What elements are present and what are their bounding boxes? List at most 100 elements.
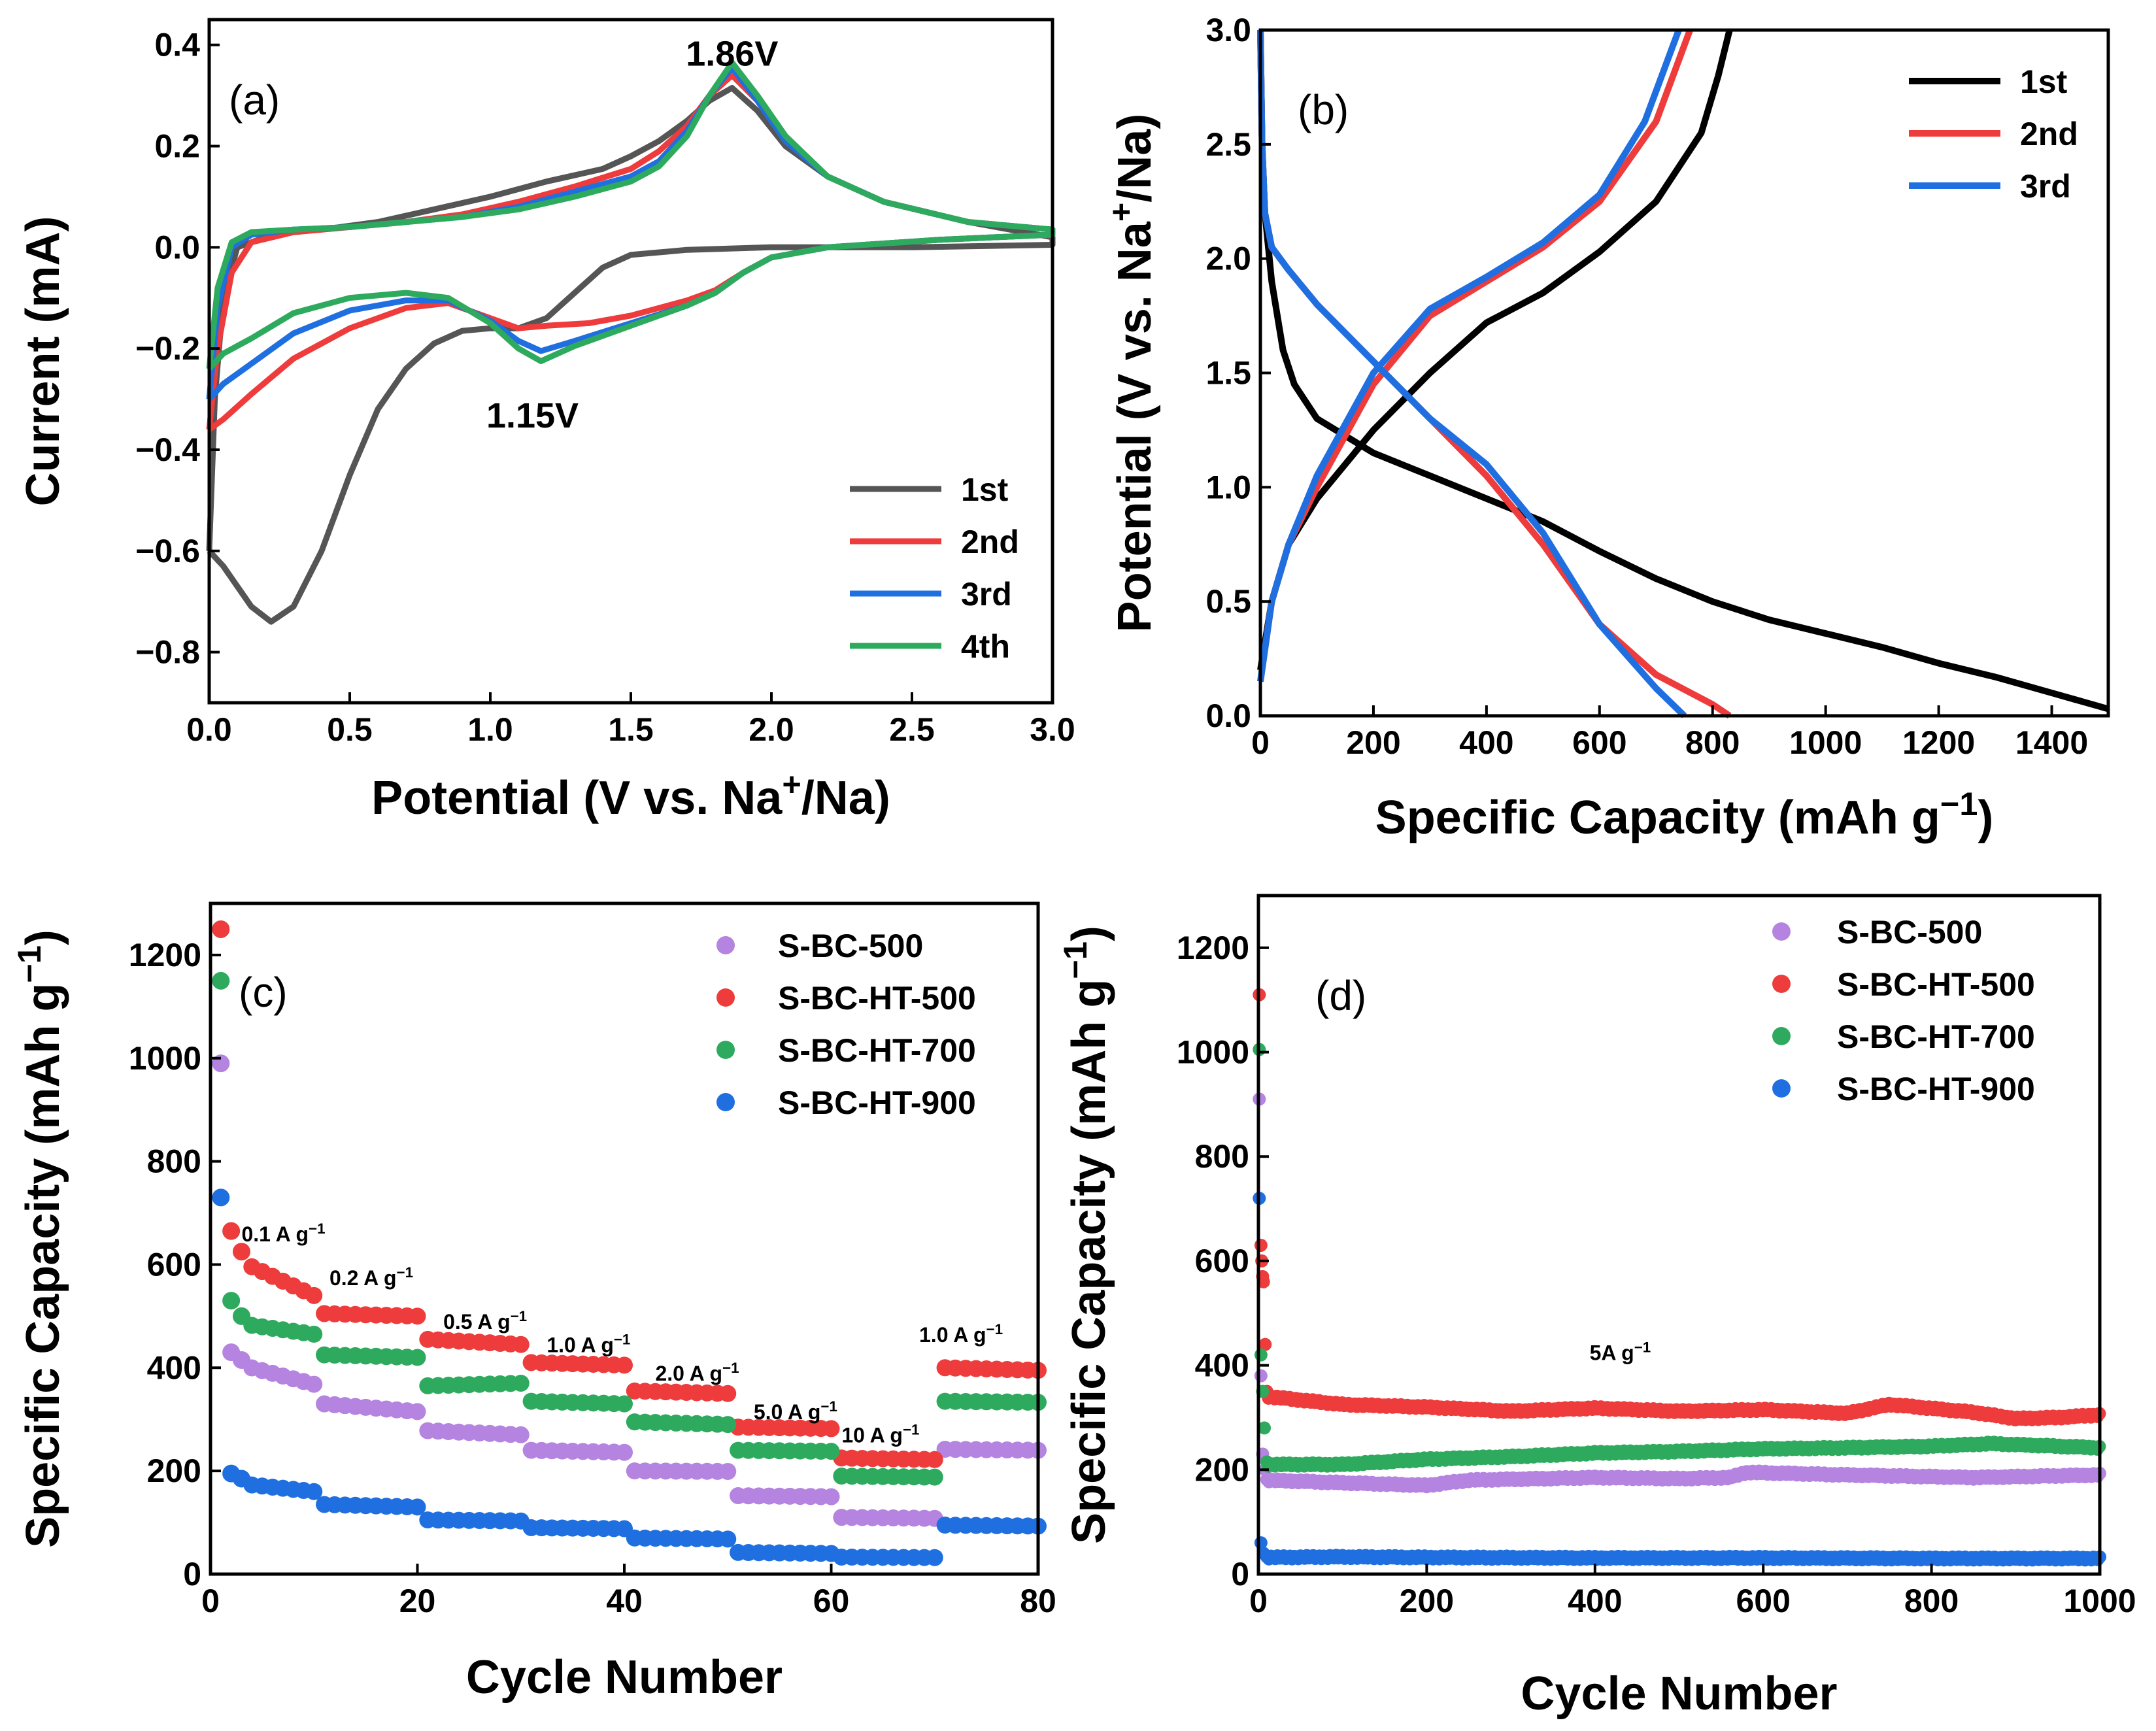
legend-label: S-BC-HT-700 — [1837, 1018, 2035, 1055]
legend-label: 2nd — [961, 524, 1019, 560]
x-tick-label: 400 — [1568, 1583, 1622, 1619]
data-point-S-BC-500 — [305, 1375, 323, 1393]
y-tick-label: 1000 — [129, 1040, 201, 1077]
data-point-S-BC-HT-500 — [512, 1336, 530, 1353]
y-tick-label: 600 — [147, 1246, 201, 1283]
data-point-S-BC-HT-500 — [232, 1243, 250, 1261]
y-tick-label: 0.2 — [154, 128, 200, 165]
x-tick-label: 1000 — [1789, 724, 1862, 761]
legend-marker — [1772, 922, 1791, 941]
y-axis-title: Specific Capacity (mAh g−1) — [1056, 926, 1115, 1544]
y-axis-title: Current (mA) — [17, 216, 69, 507]
data-point-S-BC-HT-500 — [222, 1222, 241, 1240]
x-tick-label: 2.0 — [749, 711, 794, 748]
x-axis-title: Cycle Number — [1521, 1668, 1837, 1720]
panel-label: (a) — [229, 76, 280, 124]
data-point-S-BC-HT-700 — [409, 1349, 426, 1366]
data-point-S-BC-500 — [1254, 1369, 1268, 1383]
y-tick-label: −0.8 — [135, 634, 200, 671]
data-point-S-BC-HT-900 — [926, 1549, 943, 1566]
data-point-S-BC-HT-700 — [719, 1416, 737, 1434]
x-tick-label: 20 — [399, 1583, 436, 1619]
discharge-curve-1st — [1257, 29, 2110, 713]
legend-label: 3rd — [961, 576, 1012, 613]
legend-marker — [716, 1093, 735, 1111]
plot-frame — [1256, 894, 2102, 1576]
legend-marker — [1772, 1027, 1791, 1045]
legend-marker — [716, 936, 735, 954]
data-point-S-BC-HT-500 — [212, 920, 230, 938]
rate-annotation: 0.2 A g−1 — [329, 1264, 413, 1290]
y-tick-label: 1.0 — [1205, 469, 1251, 505]
y-tick-label: −0.6 — [135, 533, 200, 569]
rate-annotation: 1.0 A g−1 — [919, 1321, 1003, 1347]
y-tick-label: 2.0 — [1205, 241, 1251, 277]
data-point-S-BC-HT-500 — [1258, 1337, 1272, 1351]
x-tick-label: 0.5 — [327, 711, 373, 748]
x-tick-label: 0 — [1251, 724, 1270, 761]
legend-label: S-BC-HT-500 — [1837, 966, 2035, 1003]
x-tick-label: 1000 — [2063, 1583, 2136, 1619]
legend-label: S-BC-500 — [778, 928, 923, 964]
data-point-S-BC-HT-700 — [616, 1395, 633, 1413]
legend-label: 3rd — [2020, 168, 2071, 205]
panel-a: 0.0 0.5 1.0 1.5 2.0 2.5 3.0 0.4 0.2 0.0 −0.2 −0.4 −0… — [17, 18, 1075, 824]
panel-label: (b) — [1298, 86, 1349, 133]
y-tick-label: 200 — [1195, 1451, 1249, 1488]
y-axis-title: Specific Capacity (mAh g−1) — [10, 930, 69, 1548]
x-tick-label: 1.5 — [608, 711, 654, 748]
charge-curve-3rd — [1257, 29, 1682, 682]
panel-label: (c) — [239, 969, 288, 1016]
x-tick-label: 80 — [1020, 1583, 1056, 1619]
data-point-S-BC-500 — [822, 1488, 840, 1505]
y-tick-label: 2.5 — [1205, 126, 1251, 163]
data-point-S-BC-HT-700 — [926, 1468, 943, 1486]
peak-annotation: 1.15V — [486, 396, 579, 435]
legend-marker — [716, 988, 735, 1007]
discharge-curve-3rd — [1257, 29, 1687, 718]
rate-annotation: 10 A g−1 — [841, 1422, 919, 1447]
x-tick-label: 3.0 — [1030, 711, 1075, 748]
legend-marker — [1772, 1079, 1791, 1098]
plot-frame — [207, 18, 1054, 705]
x-tick-label: 1.0 — [467, 711, 513, 748]
x-tick-label: 40 — [606, 1583, 643, 1619]
x-tick-label: 0 — [201, 1583, 220, 1619]
legend-label: S-BC-500 — [1837, 914, 1982, 950]
data-point-S-BC-HT-700 — [305, 1326, 323, 1343]
x-axis-title: Potential (V vs. Na+/Na) — [371, 765, 890, 824]
y-tick-label: 0.5 — [1205, 583, 1251, 620]
y-tick-label: 0 — [183, 1556, 201, 1592]
rate-annotation: 0.1 A g−1 — [241, 1220, 325, 1246]
data-point-S-BC-HT-700 — [1258, 1421, 1272, 1435]
legend-label: S-BC-HT-700 — [778, 1032, 976, 1069]
y-tick-label: 800 — [147, 1143, 201, 1180]
y-tick-label: 400 — [147, 1349, 201, 1386]
x-axis-title: Cycle Number — [466, 1651, 783, 1704]
legend-marker — [1772, 975, 1791, 993]
x-tick-label: 800 — [1904, 1583, 1959, 1619]
y-tick-label: −0.2 — [135, 330, 200, 367]
data-point-S-BC-HT-900 — [719, 1530, 737, 1548]
x-tick-label: 200 — [1346, 724, 1400, 761]
legend-label: S-BC-HT-900 — [778, 1084, 976, 1121]
x-tick-label: 2.5 — [889, 711, 935, 748]
data-point-S-BC-500 — [409, 1403, 426, 1420]
x-tick-label: 600 — [1572, 724, 1626, 761]
y-tick-label: 800 — [1195, 1138, 1249, 1175]
x-tick-label: 1200 — [1902, 724, 1975, 761]
data-point-S-BC-HT-500 — [1256, 1275, 1270, 1288]
legend-label: 4th — [961, 628, 1010, 665]
y-tick-label: 1200 — [129, 937, 201, 973]
data-point-S-BC-HT-700 — [222, 1292, 241, 1310]
data-point-S-BC-HT-700 — [822, 1443, 840, 1460]
data-point-S-BC-HT-500 — [305, 1286, 323, 1304]
data-point-S-BC-HT-900 — [409, 1498, 426, 1516]
y-tick-label: −0.4 — [135, 431, 200, 468]
x-tick-label: 400 — [1459, 724, 1513, 761]
panel-b: 0 200 400 600 800 1000 1200 1400 0.0 0.5 1.0 1.5 2.0… — [1102, 12, 2110, 844]
y-tick-label: 3.0 — [1205, 12, 1251, 48]
y-tick-label: 0 — [1231, 1556, 1249, 1592]
y-tick-label: 400 — [1195, 1347, 1249, 1384]
